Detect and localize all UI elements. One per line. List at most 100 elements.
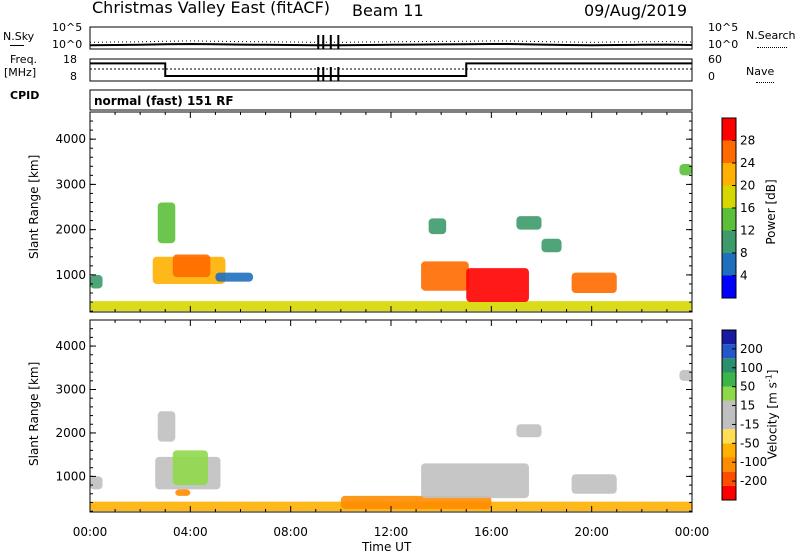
nsky-label: N.Sky [3, 30, 35, 43]
power-colorbar-swatch [722, 275, 736, 298]
velocity-scatter-region [175, 489, 191, 496]
nsearch-legend-line [757, 47, 787, 48]
station-title: Christmas Valley East (fitACF) [92, 0, 331, 17]
velocity-scatter-region [421, 463, 529, 499]
power-ytick-label: 4000 [55, 132, 86, 146]
freq-tick-bottom: 8 [70, 70, 77, 83]
velocity-colorbar-tick-label: 50 [740, 380, 755, 394]
velocity-scatter-region [571, 474, 617, 494]
velocity-scatter-region [172, 450, 208, 486]
power-colorbar-tick-label: 12 [740, 224, 755, 238]
freq-tick-top: 18 [63, 53, 77, 66]
power-scatter-region [157, 202, 176, 244]
velocity-colorbar-tick-label: -100 [740, 455, 767, 469]
nsearch-label: N.Search [746, 29, 796, 42]
velocity-colorbar-swatch [722, 330, 736, 345]
xtick-label: 00:00 [73, 525, 108, 539]
power-scatter-region [516, 216, 542, 230]
power-scatter-region [541, 238, 562, 253]
velocity-ytick-label: 2000 [55, 426, 86, 440]
power-colorbar-tick-label: 24 [740, 156, 755, 170]
xtick-label: 16:00 [474, 525, 509, 539]
nsky-legend-line [10, 45, 24, 46]
power-ytick-label: 3000 [55, 177, 86, 191]
power-scatter-region [466, 268, 529, 303]
velocity-scatter-region [157, 411, 176, 442]
power-colorbar-swatch [722, 208, 736, 231]
power-colorbar-tick-label: 4 [740, 269, 748, 283]
velocity-ytick-label: 1000 [55, 469, 86, 483]
power-colorbar-swatch [722, 185, 736, 208]
power-colorbar-tick-label: 8 [740, 246, 748, 260]
power-colorbar-tick-label: 20 [740, 179, 755, 193]
power-ytick-label: 2000 [55, 223, 86, 237]
beam-label: Beam 11 [352, 1, 424, 20]
velocity-colorbar-swatch [722, 415, 736, 430]
velocity-ytick-label: 4000 [55, 339, 86, 353]
nave-tick-top: 60 [708, 53, 722, 66]
velocity-scatter-region [516, 424, 542, 438]
power-scatter-region [679, 164, 692, 176]
velocity-colorbar-swatch [722, 429, 736, 444]
noise-panel-frame [89, 26, 693, 50]
velocity-scatter-region [679, 369, 692, 381]
velocity-colorbar-swatch [722, 386, 736, 401]
nsearch-line [89, 40, 693, 43]
power-ytick-label: 1000 [55, 268, 86, 282]
nsearch-tick-bottom: 10^0 [708, 38, 739, 51]
power-scatter-region [571, 272, 617, 293]
power-scatter-region [215, 272, 254, 282]
power-scatter-region [90, 274, 103, 289]
nsearch-tick-top: 10^5 [708, 21, 739, 34]
xtick-label: 12:00 [374, 525, 409, 539]
nsky-tick-bottom: 10^0 [52, 38, 83, 51]
power-colorbar-tick-label: 16 [740, 201, 755, 215]
freq-line [90, 62, 692, 77]
cpid-value: normal (fast) 151 RF [94, 94, 234, 108]
power-colorbar-swatch [722, 230, 736, 253]
velocity-colorbar-swatch [722, 443, 736, 458]
xaxis-label: Time UT [362, 540, 412, 554]
xtick-label: 20:00 [574, 525, 609, 539]
velocity-colorbar-swatch [722, 400, 736, 415]
velocity-colorbar-tick-label: 15 [740, 399, 755, 413]
nave-label: Nave [746, 65, 775, 78]
velocity-colorbar-swatch [722, 358, 736, 373]
freq-label-1: Freq. [10, 53, 38, 66]
velocity-ytick-label: 3000 [55, 383, 86, 397]
velocity-colorbar-swatch [722, 485, 736, 500]
velocity-colorbar-frame [721, 329, 737, 501]
velocity-colorbar-swatch [722, 457, 736, 472]
xtick-label: 00:00 [675, 525, 710, 539]
velocity-scatter-region [90, 476, 103, 490]
velocity-colorbar-tick-label: 200 [740, 342, 763, 356]
xtick-label: 08:00 [273, 525, 308, 539]
power-scatter-region [421, 261, 469, 291]
nave-tick-bottom: 0 [708, 70, 715, 83]
velocity-colorbar-swatch [722, 344, 736, 359]
power-colorbar-swatch [722, 253, 736, 276]
velocity-scatter-region [340, 495, 492, 509]
xtick-label: 04:00 [173, 525, 208, 539]
velocity-colorbar-tick-label: 100 [740, 361, 763, 375]
nsky-line [89, 42, 693, 47]
velocity-colorbar-swatch [722, 372, 736, 387]
power-colorbar-tick-label: 28 [740, 134, 755, 148]
velocity-colorbar-tick-label: -200 [740, 474, 767, 488]
freq-panel-frame [89, 58, 693, 82]
freq-label-2: [MHz] [4, 66, 37, 79]
nave-legend-line [756, 82, 774, 83]
velocity-colorbar-tick-label: -15 [740, 417, 760, 431]
power-scatter-region [172, 254, 211, 278]
cpid-panel-frame [89, 89, 693, 111]
date-label: 09/Aug/2019 [584, 1, 688, 20]
nsky-tick-top: 10^5 [52, 21, 83, 34]
velocity-colorbar-swatch [722, 471, 736, 486]
cpid-label: CPID [10, 89, 40, 102]
velocity-colorbar-tick-label: -50 [740, 436, 760, 450]
power-colorbar-swatch [722, 118, 736, 141]
power-colorbar-swatch [722, 163, 736, 186]
power-scatter-region [428, 218, 447, 235]
power-colorbar-swatch [722, 140, 736, 163]
